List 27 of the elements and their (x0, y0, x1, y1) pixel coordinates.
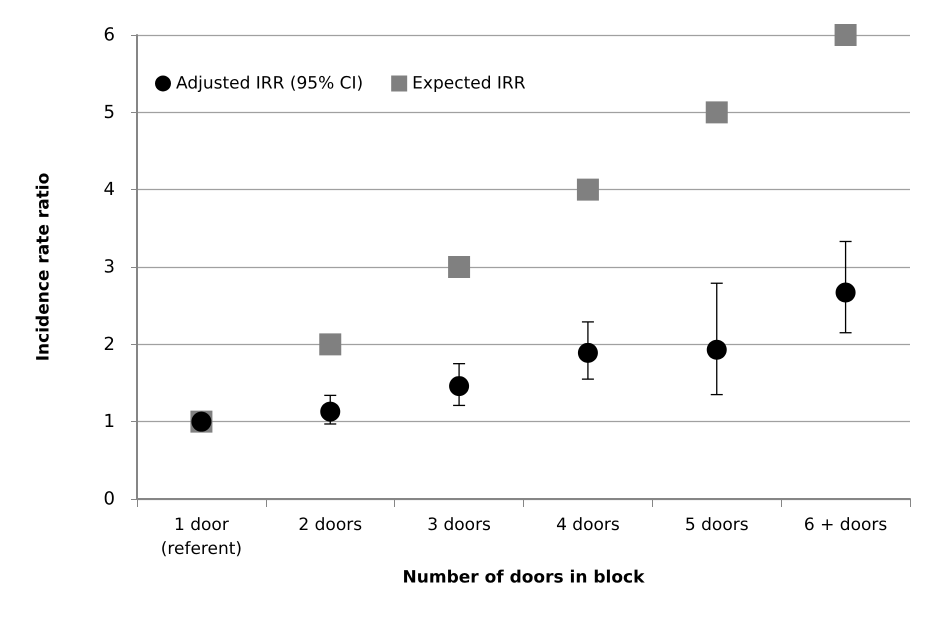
y-tick-label: 2 (104, 334, 115, 355)
legend-label: Expected IRR (412, 74, 526, 94)
point (320, 402, 340, 422)
y-axis-title: Incidence rate ratio (34, 172, 54, 362)
point (834, 24, 857, 46)
y-tick-label: 4 (104, 179, 115, 200)
x-axis-title: Number of doors in block (402, 568, 646, 588)
x-tick-label: 1 door (referent) (160, 515, 242, 559)
x-tick-label: 6 + doors (804, 515, 888, 535)
point (836, 282, 856, 303)
legend-label: Adjusted IRR (95% CI) (176, 74, 364, 94)
x-tick-label: 5 doors (684, 515, 749, 535)
point (576, 178, 599, 201)
point (448, 256, 470, 278)
point (319, 333, 342, 356)
x-tick-label: 3 doors (427, 515, 492, 535)
y-tick-label: 5 (104, 102, 115, 123)
point (449, 376, 470, 396)
y-tick-label: 3 (104, 256, 115, 278)
y-tick-label: 6 (104, 24, 115, 46)
point (578, 342, 598, 363)
x-tick-label: 2 doors (298, 515, 362, 535)
y-tick-label: 0 (104, 488, 115, 510)
x-tick-label: 4 doors (556, 515, 620, 535)
y-tick-label: 1 (104, 411, 115, 432)
point (706, 101, 728, 124)
point (706, 340, 727, 360)
